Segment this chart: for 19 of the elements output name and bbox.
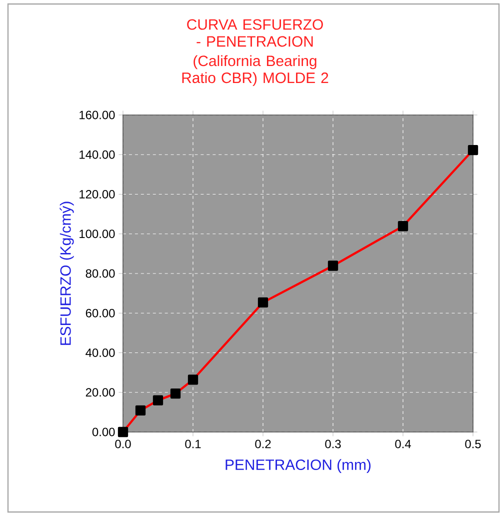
y-tick-label: 80.00 [86, 269, 115, 278]
y-tick-label: 0.00 [92, 428, 115, 436]
y-axis-title: ESFUERZO (Kg/cmý) [60, 202, 74, 345]
y-tick-label: 160.00 [80, 110, 115, 120]
x-tick-label: 0.3 [325, 440, 341, 448]
x-tick-label: 0.2 [255, 440, 271, 448]
chart-subtitle: (California Bearing Ratio CBR) MOLDE 2 [182, 55, 328, 86]
y-tick-label: 120.00 [80, 190, 115, 198]
y-tick-label: 100.00 [80, 230, 115, 238]
x-tick-label: 0.1 [185, 440, 201, 448]
y-tick-label: 140.00 [80, 150, 115, 159]
x-tick-label: 0.5 [465, 440, 481, 448]
y-tick-label: 60.00 [86, 308, 115, 318]
chart-title: CURVA ESFUERZO - PENETRACION [187, 19, 323, 47]
y-tick-label: 40.00 [86, 348, 115, 357]
y-tick-label: 20.00 [86, 388, 115, 397]
x-axis-title: PENETRACION (mm) [226, 459, 371, 473]
x-tick-label: 0.0 [115, 440, 131, 448]
x-tick-label: 0.4 [395, 440, 411, 448]
